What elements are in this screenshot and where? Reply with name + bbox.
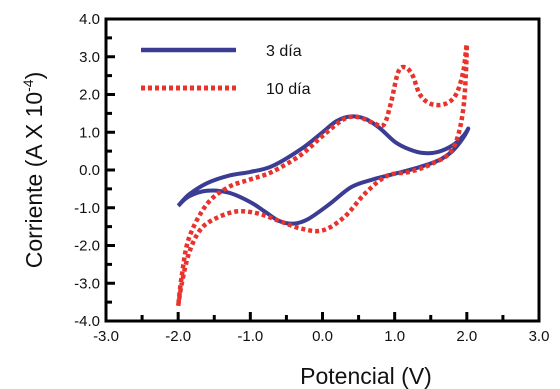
y-tick-label: -2.0 [74,238,100,255]
y-tick-label: 2.0 [79,87,100,104]
y-tick-labels: 4.0 3.0 2.0 1.0 0.0 -1.0 -2.0 -3.0 -4.0 [74,11,100,330]
y-axis-label-main: Corriente (A X 10 [21,92,47,268]
x-tick-label: -2.0 [165,328,191,345]
series-line-0 [176,114,471,226]
legend: 3 día 10 día [141,43,311,98]
plot-frame [104,17,541,323]
y-tick-label: 3.0 [79,49,100,66]
series-line-1 [175,42,470,307]
y-tick-label: -3.0 [74,275,100,292]
y-axis-label-exponent: -4 [20,79,36,92]
x-tick-label: 3.0 [529,328,550,345]
x-tick-label: 0.0 [312,328,333,345]
y-axis-label-close: ) [21,72,47,80]
y-tick-label: 0.0 [79,162,100,179]
x-tick-label: -3.0 [93,328,119,345]
y-tick-label: -1.0 [74,200,100,217]
x-axis-label: Potencial (V) [300,363,432,389]
axis-ticks [104,17,541,323]
y-tick-label: 4.0 [79,11,100,28]
y-tick-label: -4.0 [74,313,100,330]
x-tick-label: -1.0 [237,328,263,345]
x-tick-label: 1.0 [384,328,405,345]
legend-label-3-dia: 3 día [266,43,302,60]
y-tick-label: 1.0 [79,124,100,141]
series-lines [175,42,471,307]
x-tick-labels: -3.0 -2.0 -1.0 0.0 1.0 2.0 3.0 [93,328,549,345]
y-axis-label: Corriente (A X 10-4) [20,72,47,269]
x-tick-label: 2.0 [456,328,477,345]
legend-label-10-dia: 10 día [266,81,311,98]
